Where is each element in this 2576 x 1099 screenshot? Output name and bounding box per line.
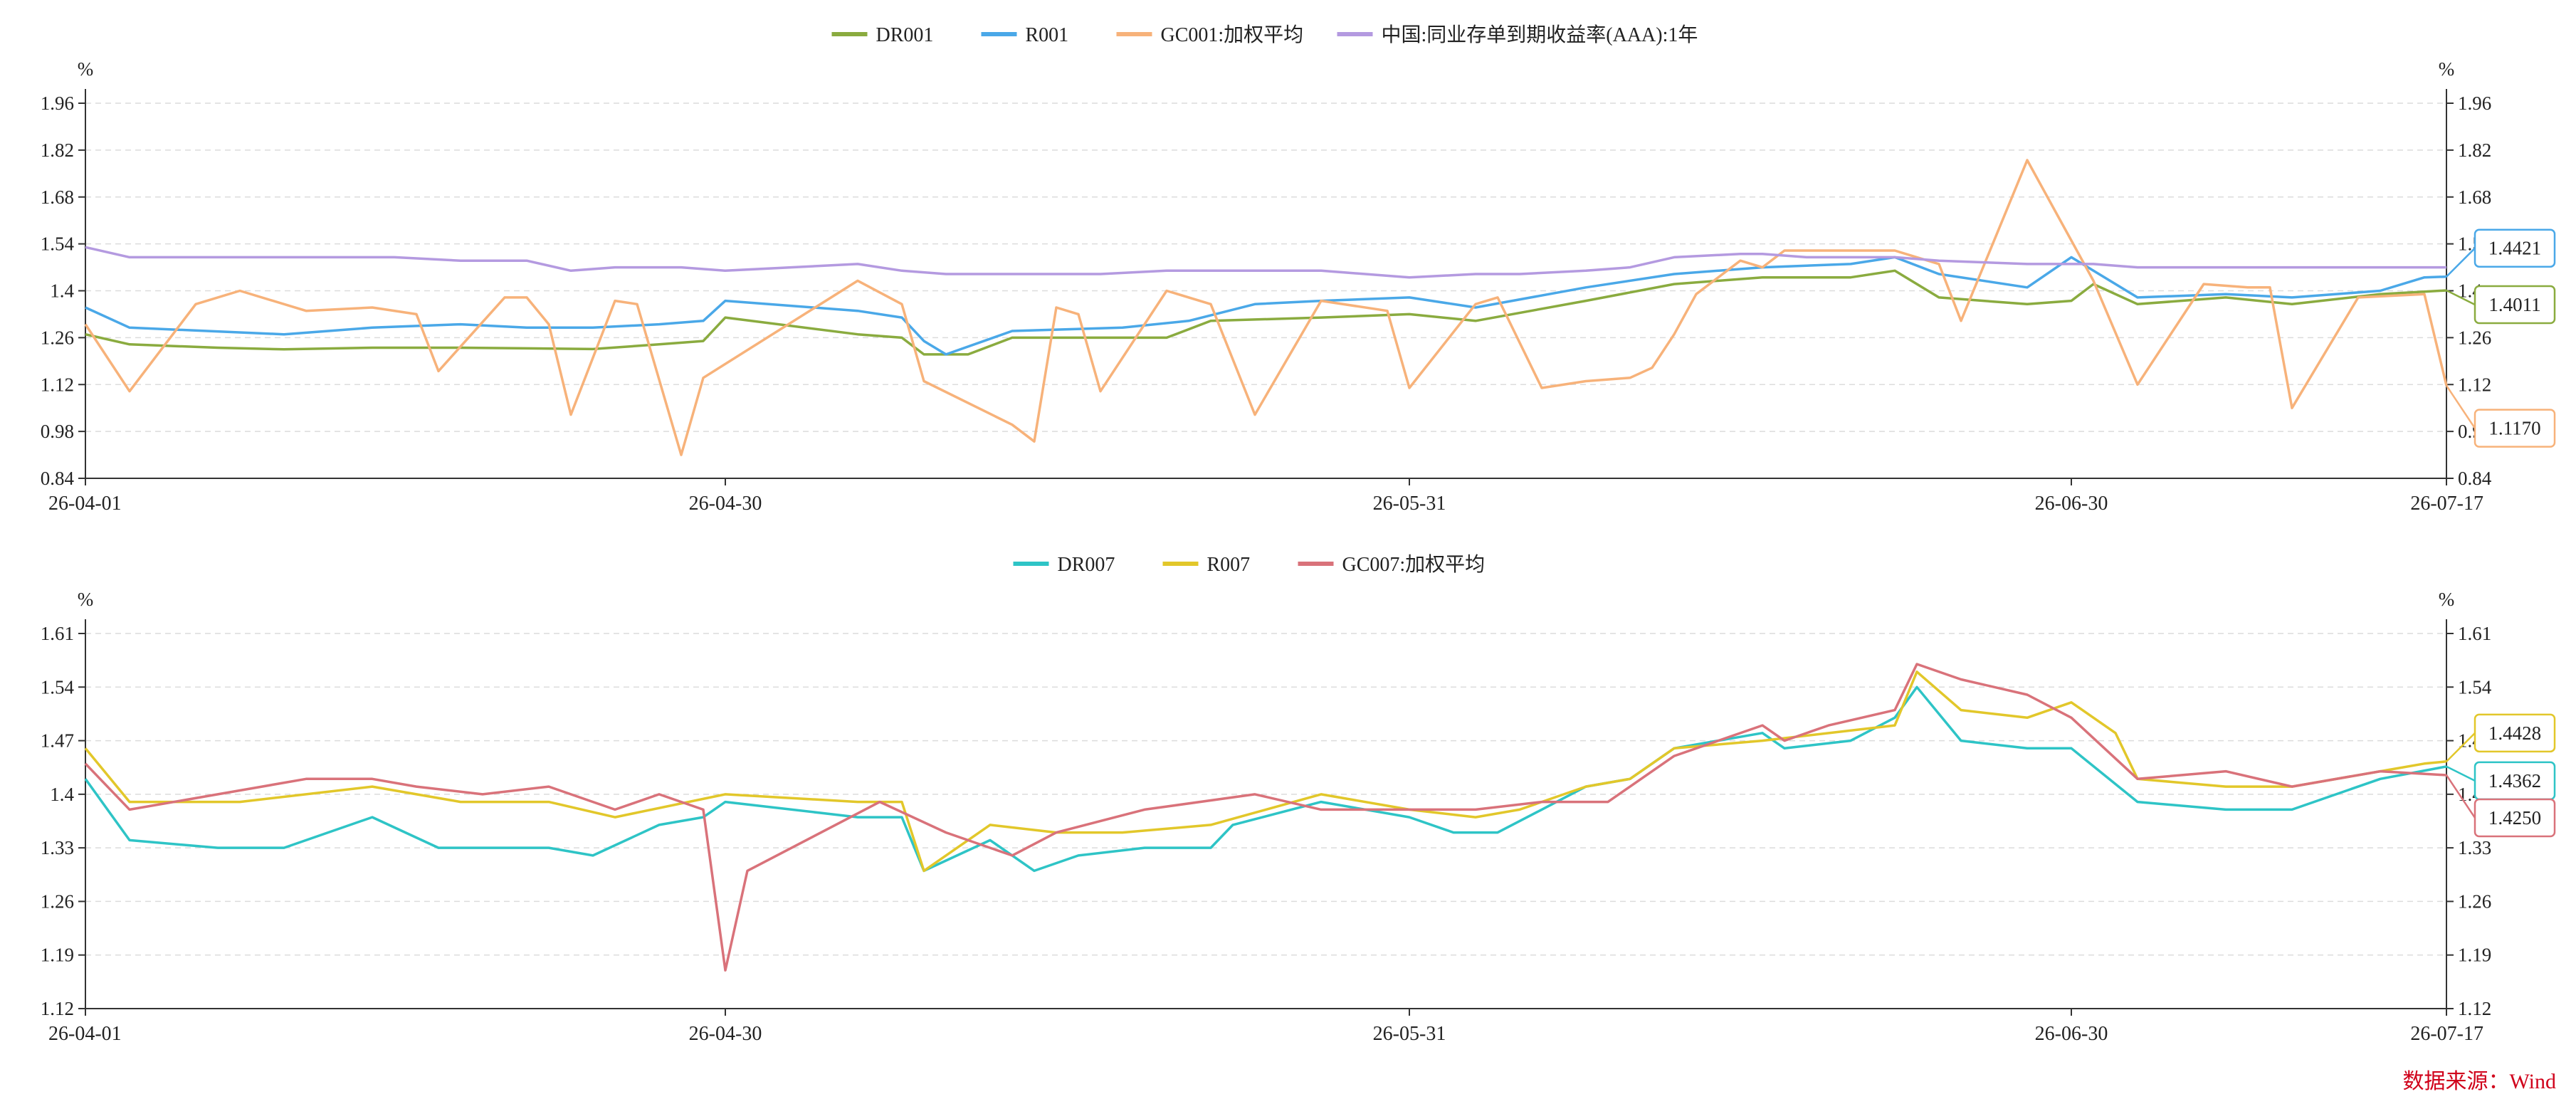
y-tick-label-left: 1.26: [41, 327, 74, 348]
series-line: [84, 663, 2447, 972]
y-tick-label-left: 1.61: [41, 623, 74, 644]
legend-label: R007: [1207, 554, 1251, 576]
series-line: [85, 269, 2447, 356]
end-value-label-box: [2474, 713, 2556, 753]
series-line: [84, 159, 2448, 456]
legend-label: 中国:同业存单到期收益率(AAA):1年: [1382, 23, 1698, 46]
x-tick-label: 26-06-30: [2035, 1023, 2108, 1045]
series-line: [84, 685, 2447, 873]
legend-label: DR007: [1058, 554, 1115, 576]
end-label-connector: [2446, 247, 2476, 278]
legend-label: GC001:加权平均: [1161, 23, 1304, 46]
end-value-label: 1.4011: [2488, 294, 2540, 315]
end-value-label-box: [2474, 285, 2556, 325]
y-tick-label-left: 1.19: [41, 945, 74, 966]
y-tick-label-right: 1.12: [2458, 998, 2491, 1019]
y-tick-label-right: 1.12: [2458, 374, 2491, 395]
y-tick-label-right: 1.82: [2458, 140, 2491, 161]
y-tick-label-right: 1.26: [2458, 327, 2491, 348]
y-tick-label-left: 1.47: [41, 730, 74, 752]
series-line: [85, 256, 2447, 356]
x-tick-label: 26-05-31: [1373, 493, 1446, 515]
chart-panel-2: 1.12 1.121.19 1.191.26 1.261.33 1.331.4 1.41.…: [41, 553, 2556, 1045]
y-unit-left: %: [78, 589, 94, 610]
y-tick-label-right: 1.54: [2458, 676, 2492, 698]
y-tick-label-right: 1.19: [2458, 945, 2491, 966]
legend-label: DR001: [876, 24, 934, 46]
y-tick-label-left: 1.12: [41, 998, 74, 1019]
y-tick-label-left: 1.4: [50, 280, 74, 302]
y-tick-label-right: 1.96: [2458, 93, 2491, 114]
y-tick-label-right: 1.68: [2458, 186, 2491, 208]
y-tick-label-left: 1.4: [50, 784, 74, 805]
series-line: [84, 671, 2447, 873]
end-label-connector: [2446, 765, 2476, 782]
chart-panel-1: 0.840.840.980.981.121.121.261.261.41.41.…: [41, 23, 2556, 515]
x-tick-label: 26-04-01: [48, 1023, 122, 1045]
y-tick-label-right: 1.26: [2458, 890, 2491, 912]
y-tick-label-right: 0.84: [2458, 468, 2492, 489]
y-tick-label-left: 1.54: [41, 233, 75, 255]
legend: DR007 R007 GC007:加权平均: [1013, 553, 1486, 576]
end-value-label: 1.4428: [2488, 722, 2541, 744]
y-tick-label-left: 1.96: [41, 93, 74, 114]
end-value-label-box: [2474, 798, 2556, 838]
y-tick-label-left: 0.84: [41, 468, 75, 489]
x-tick-label: 26-07-17: [2410, 493, 2483, 515]
y-tick-label-left: 1.12: [41, 374, 74, 395]
y-tick-label-left: 1.82: [41, 140, 74, 161]
y-tick-label-left: 1.26: [41, 890, 74, 912]
series-line: [85, 246, 2446, 279]
end-value-label-box: [2474, 409, 2556, 448]
end-label-connector: [2445, 774, 2476, 819]
y-tick-label-right: 1.33: [2458, 837, 2491, 858]
end-value-label: 1.1170: [2488, 418, 2540, 439]
end-value-label: 1.4362: [2488, 770, 2541, 792]
end-label-connector: [2445, 384, 2476, 429]
x-tick-label: 26-04-30: [689, 1023, 762, 1045]
end-label-connector: [2446, 289, 2476, 306]
end-label-connector: [2446, 732, 2476, 762]
legend-label: GC007:加权平均: [1342, 553, 1486, 576]
y-tick-label-right: 1.61: [2458, 623, 2491, 644]
y-unit-right: %: [2439, 58, 2455, 80]
x-tick-label: 26-05-31: [1373, 1023, 1446, 1045]
legend: DR001 R001 GC001:加权平均 中国:同业存单到期收益率(AAA):1年: [831, 23, 1698, 46]
x-tick-label: 26-04-01: [48, 493, 122, 515]
y-tick-label-left: 0.98: [41, 421, 74, 442]
source-note: 数据来源：Wind: [2402, 1070, 2556, 1093]
y-tick-label-left: 1.54: [41, 676, 75, 698]
end-value-label: 1.4250: [2488, 807, 2541, 829]
end-value-label: 1.4421: [2488, 238, 2541, 259]
y-unit-right: %: [2439, 589, 2455, 610]
y-tick-label-left: 1.68: [41, 186, 74, 208]
y-tick-label-left: 1.33: [41, 837, 74, 858]
y-unit-left: %: [78, 58, 94, 80]
x-tick-label: 26-04-30: [689, 493, 762, 515]
end-value-label-box: [2474, 228, 2556, 268]
legend-label: R001: [1026, 24, 1069, 46]
x-tick-label: 26-07-17: [2410, 1023, 2483, 1045]
x-tick-label: 26-06-30: [2035, 493, 2108, 515]
